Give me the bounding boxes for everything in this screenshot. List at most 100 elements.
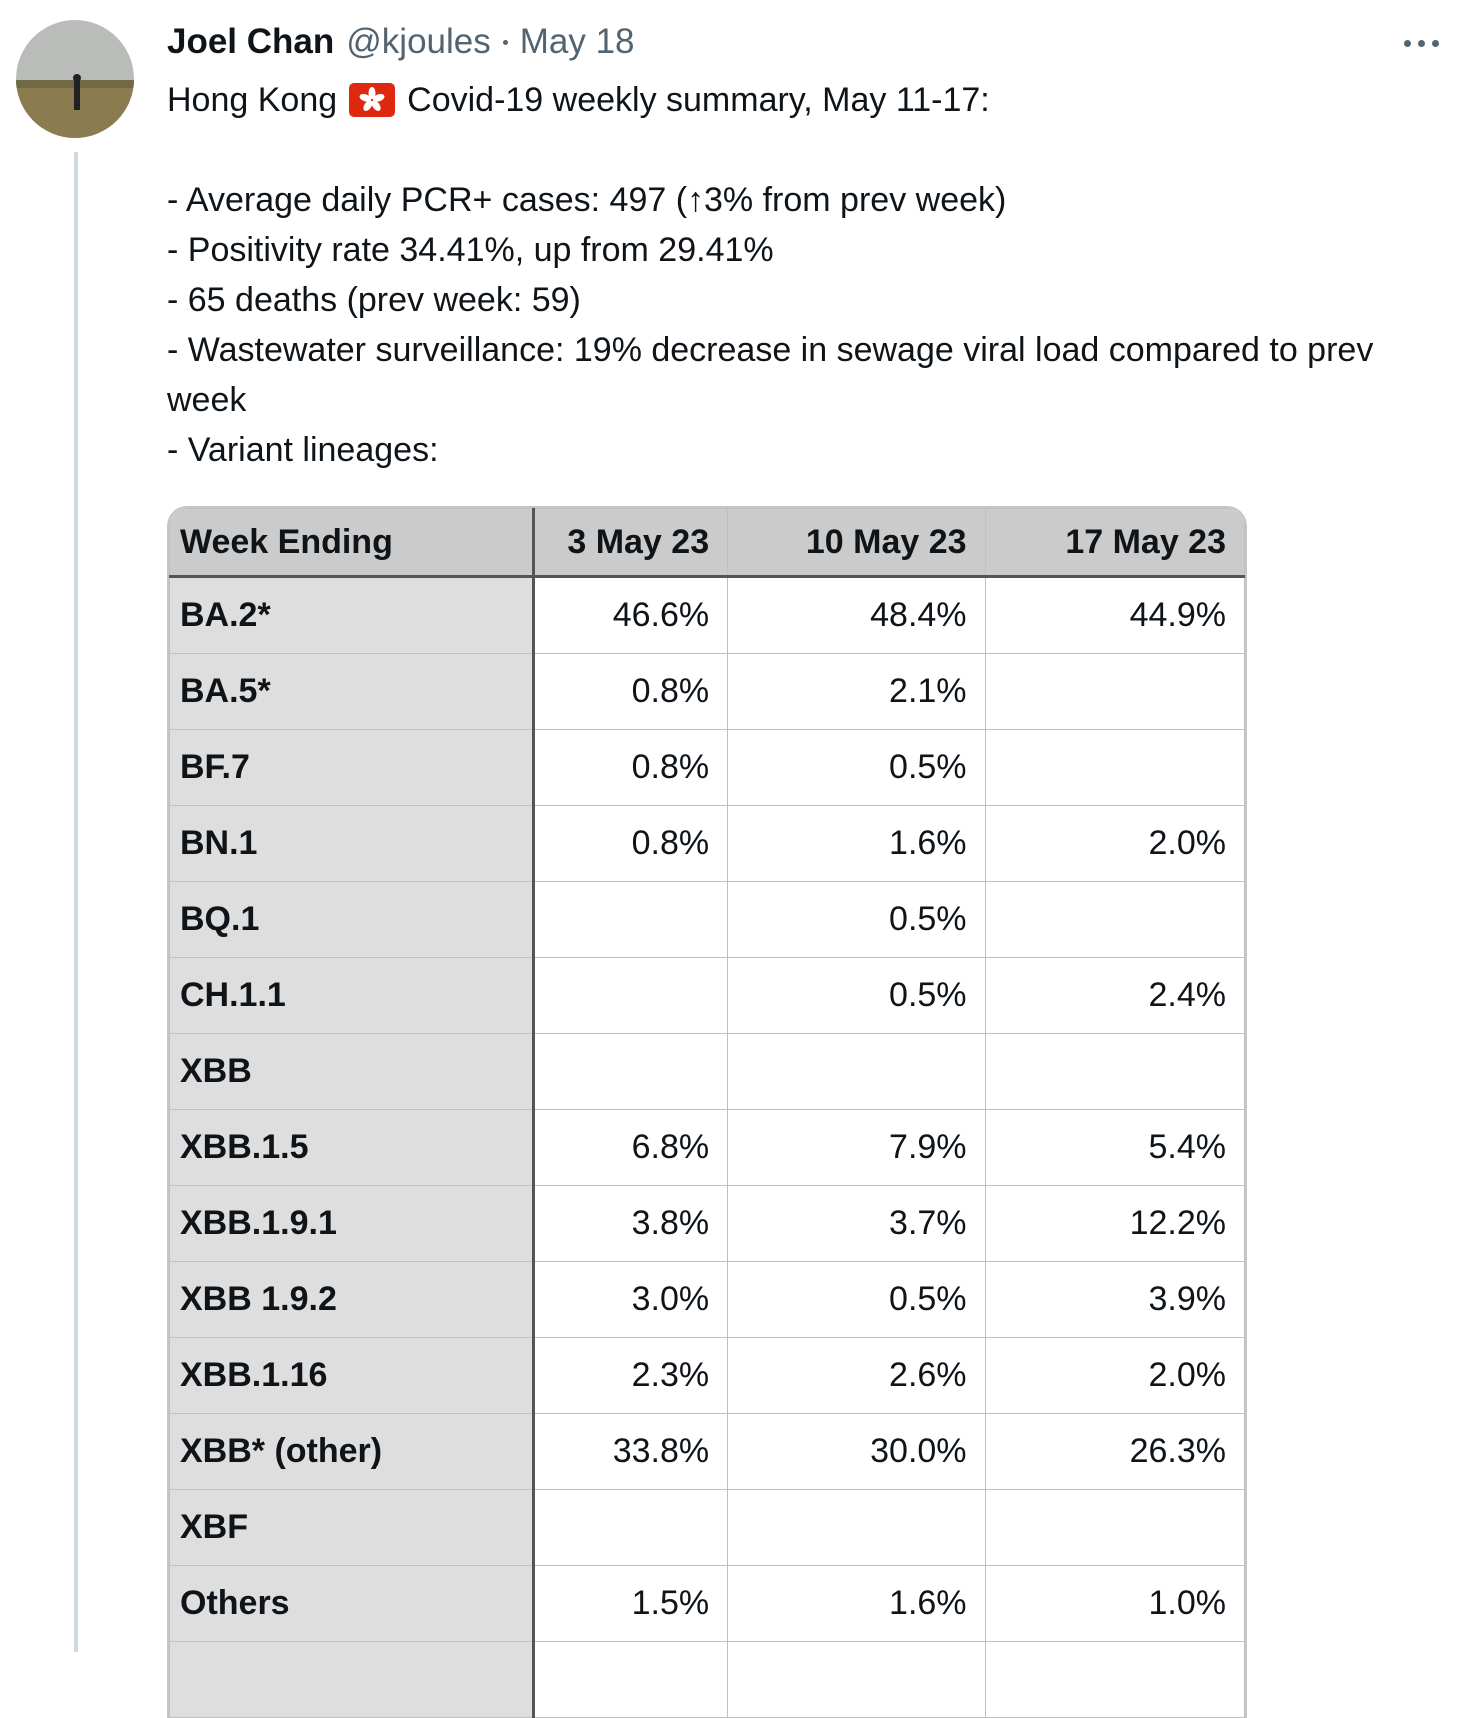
- table-row: Others 1.5% 1.6% 1.0%: [169, 1565, 1245, 1642]
- cell: 1.6%: [727, 1565, 986, 1642]
- cell: 0.5%: [727, 729, 986, 806]
- cell: [984, 1641, 1245, 1718]
- summary-line: - Average daily PCR+ cases: 497 (↑3% fro…: [167, 181, 1007, 219]
- row-label: XBB.1.9.1: [169, 1185, 536, 1262]
- summary-lines: - Average daily PCR+ cases: 497 (↑3% fro…: [167, 175, 1422, 475]
- header-cell: 10 May 23: [727, 508, 986, 578]
- cell: 44.9%: [984, 576, 1245, 654]
- row-label: XBB* (other): [169, 1413, 536, 1490]
- cell: 26.3%: [984, 1413, 1245, 1490]
- page: Joel Chan @kjoules May 18 Hong Kong Covi…: [16, 20, 1439, 1718]
- cell: 2.1%: [727, 653, 986, 730]
- tweet-text: Hong Kong Covid-19 weekly summary, May 1…: [167, 75, 1422, 475]
- row-label: BQ.1: [169, 881, 536, 958]
- table-row: [169, 1641, 1245, 1718]
- header-cell: 3 May 23: [533, 508, 729, 578]
- table-row: XBF: [169, 1489, 1245, 1566]
- cell: 2.6%: [727, 1337, 986, 1414]
- cell: 1.5%: [533, 1565, 729, 1642]
- cell: 3.9%: [984, 1261, 1245, 1338]
- cell: [727, 1489, 986, 1566]
- handle[interactable]: @kjoules: [346, 22, 491, 61]
- row-label: Others: [169, 1565, 536, 1642]
- summary-line: - Variant lineages:: [167, 431, 439, 469]
- cell: [984, 1033, 1245, 1110]
- cell: [727, 1641, 986, 1718]
- cell: 7.9%: [727, 1109, 986, 1186]
- cell: 0.8%: [533, 805, 729, 882]
- cell: 6.8%: [533, 1109, 729, 1186]
- text: Hong Kong: [167, 81, 338, 119]
- cell: [533, 1033, 729, 1110]
- cell: 46.6%: [533, 576, 729, 654]
- cell: [533, 957, 729, 1034]
- row-label: XBF: [169, 1489, 536, 1566]
- row-label: XBB: [169, 1033, 536, 1110]
- cell: [727, 1033, 986, 1110]
- row-label: BN.1: [169, 805, 536, 882]
- table-row: XBB.1.16 2.3% 2.6% 2.0%: [169, 1337, 1245, 1414]
- table-row: XBB.1.5 6.8% 7.9% 5.4%: [169, 1109, 1245, 1186]
- cell: 3.8%: [533, 1185, 729, 1262]
- separator: [502, 39, 508, 45]
- table-row: BF.7 0.8% 0.5%: [169, 729, 1245, 806]
- cell: 2.0%: [984, 805, 1245, 882]
- table-row: XBB: [169, 1033, 1245, 1110]
- cell: 1.0%: [984, 1565, 1245, 1642]
- cell: 0.5%: [727, 1261, 986, 1338]
- date[interactable]: May 18: [519, 22, 635, 61]
- cell: [984, 729, 1245, 806]
- row-label: XBB.1.16: [169, 1337, 536, 1414]
- cell: [533, 1489, 729, 1566]
- cell: [984, 881, 1245, 958]
- table-row: BA.2* 46.6% 48.4% 44.9%: [169, 576, 1245, 654]
- table-row: XBB 1.9.2 3.0% 0.5% 3.9%: [169, 1261, 1245, 1338]
- cell: 3.7%: [727, 1185, 986, 1262]
- row-label: XBB.1.5: [169, 1109, 536, 1186]
- cell: 2.3%: [533, 1337, 729, 1414]
- cell: 33.8%: [533, 1413, 729, 1490]
- header-row: Week Ending 3 May 23 10 May 23 17 May 23: [169, 508, 1245, 578]
- cell: [984, 653, 1245, 730]
- table-row: BA.5* 0.8% 2.1%: [169, 653, 1245, 730]
- table-row: BQ.1 0.5%: [169, 881, 1245, 958]
- cell: [533, 1641, 729, 1718]
- summary-line: - Positivity rate 34.41%, up from 29.41%: [167, 231, 774, 269]
- table-image[interactable]: Week Ending 3 May 23 10 May 23 17 May 23 BA.…: [167, 506, 1247, 1718]
- table-row: XBB* (other) 33.8% 30.0% 26.3%: [169, 1413, 1245, 1490]
- cell: 0.5%: [727, 957, 986, 1034]
- header-cell: 17 May 23: [984, 508, 1245, 578]
- cell: [984, 1489, 1245, 1566]
- text: Covid-19 weekly summary, May 11-17:: [407, 81, 990, 119]
- cell: 2.4%: [984, 957, 1245, 1034]
- summary-line: - Wastewater surveillance: 19% decrease …: [167, 331, 1374, 419]
- avatar-image: [16, 20, 134, 138]
- cell: 3.0%: [533, 1261, 729, 1338]
- table-row: XBB.1.9.1 3.8% 3.7% 12.2%: [169, 1185, 1245, 1262]
- cell: 30.0%: [727, 1413, 986, 1490]
- author-name[interactable]: Joel Chan: [167, 22, 335, 61]
- row-label: BA.5*: [169, 653, 536, 730]
- cell: 0.8%: [533, 729, 729, 806]
- table-row: BN.1 0.8% 1.6% 2.0%: [169, 805, 1245, 882]
- variant-table: Week Ending 3 May 23 10 May 23 17 May 23 BA.…: [169, 508, 1245, 1718]
- avatar[interactable]: [16, 20, 134, 138]
- more-button[interactable]: [1404, 40, 1439, 47]
- cell: 48.4%: [727, 576, 986, 654]
- cell: [169, 1641, 536, 1718]
- row-label: BF.7: [169, 729, 536, 806]
- cell: 2.0%: [984, 1337, 1245, 1414]
- cell: [533, 881, 729, 958]
- cell: 1.6%: [727, 805, 986, 882]
- cell: 0.5%: [727, 881, 986, 958]
- cell: 5.4%: [984, 1109, 1245, 1186]
- header-cell: Week Ending: [169, 508, 536, 578]
- row-label: XBB 1.9.2: [169, 1261, 536, 1338]
- flag-hk: [349, 83, 396, 117]
- tweet-header: Joel Chan @kjoules May 18: [167, 22, 635, 62]
- row-label: CH.1.1: [169, 957, 536, 1034]
- summary-line: - 65 deaths (prev week: 59): [167, 281, 581, 319]
- cell: 0.8%: [533, 653, 729, 730]
- table-row: CH.1.1 0.5% 2.4%: [169, 957, 1245, 1034]
- cell: 12.2%: [984, 1185, 1245, 1262]
